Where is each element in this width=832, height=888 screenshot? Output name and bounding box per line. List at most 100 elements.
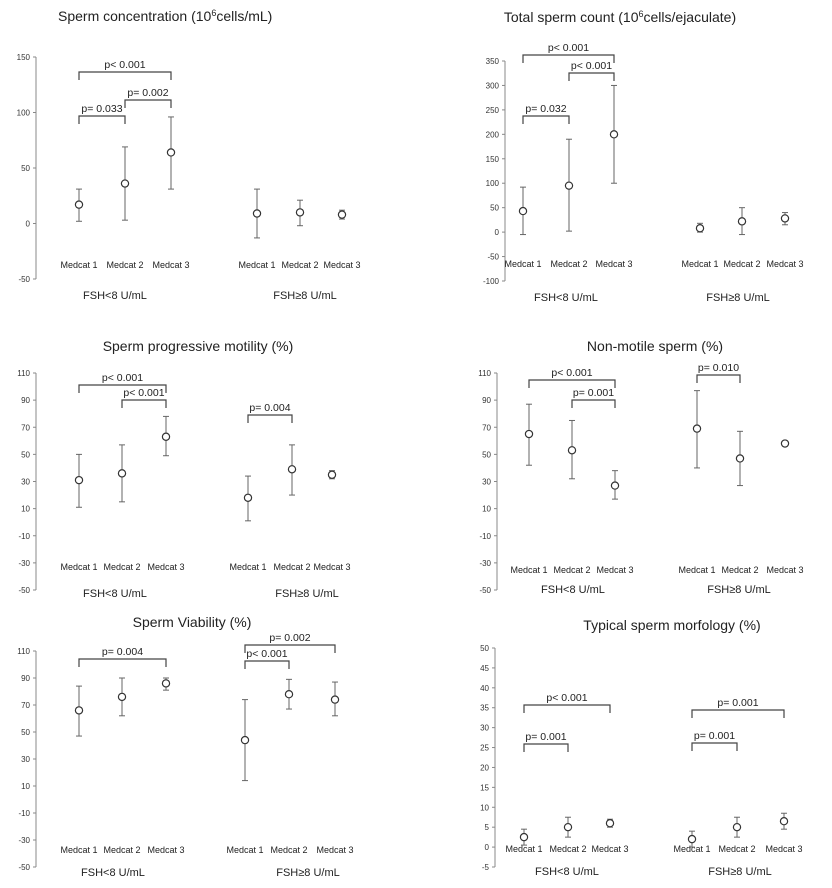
data-point — [295, 208, 305, 217]
p-value-label: p= 0.001 — [525, 731, 566, 743]
y-tick-label: -50 — [18, 586, 30, 595]
chart-title-text: Typical sperm morfology (%) — [583, 617, 760, 633]
chart-title: Total sperm count (106cells/ejaculate) — [504, 9, 736, 25]
category-label: Medcat 3 — [323, 260, 360, 270]
data-point — [518, 206, 528, 216]
y-tick-label: 100 — [17, 109, 31, 118]
y-tick-label: 0 — [495, 228, 500, 237]
data-point — [74, 706, 84, 715]
data-point — [519, 832, 529, 842]
group-label: FSH≥8 U/mL — [273, 290, 337, 302]
chart-title-superscript: 6 — [639, 9, 644, 19]
data-point — [243, 493, 253, 502]
chart-panel-1: Sperm concentration (106cells/mL) -50 0 50 1… — [17, 8, 361, 302]
group-label: FSH<8 U/mL — [534, 292, 598, 304]
category-label: Medcat 3 — [147, 845, 184, 855]
significance-bracket — [523, 743, 569, 752]
data-point — [161, 679, 171, 688]
category-label: Medcat 1 — [229, 562, 266, 572]
chart-title-text: Sperm progressive motility (%) — [103, 338, 294, 354]
significance-bracket — [571, 399, 616, 408]
data-point — [779, 817, 789, 826]
y-tick-label: 200 — [486, 130, 500, 139]
category-label: Medcat 2 — [103, 562, 140, 572]
group-label: FSH<8 U/mL — [81, 867, 145, 879]
category-label: Medcat 2 — [106, 260, 143, 270]
p-value-label: p= 0.001 — [694, 730, 735, 742]
category-label: Medcat 3 — [313, 562, 350, 572]
y-tick-label: -10 — [18, 532, 30, 541]
y-tick-label: 10 — [480, 803, 489, 812]
y-tick-label: -10 — [18, 809, 30, 818]
significance-bracket — [78, 115, 126, 124]
y-tick-label: 50 — [490, 204, 499, 213]
category-label: Medcat 2 — [549, 844, 586, 854]
y-tick-label: 45 — [480, 664, 489, 673]
chart-panel-3: Sperm progressive motility (%) -50 -30 -10 1… — [17, 338, 350, 600]
significance-bracket — [522, 54, 615, 63]
y-tick-label: -30 — [18, 559, 30, 568]
significance-bracket — [121, 399, 167, 408]
p-value-label: p= 0.033 — [81, 103, 122, 115]
p-value-label: p< 0.001 — [571, 60, 612, 72]
group-label: FSH≥8 U/mL — [275, 588, 339, 600]
data-point — [605, 819, 615, 828]
p-value-label: p< 0.001 — [551, 367, 592, 379]
chart-panel-4: Non-motile sperm (%) -50 -30 -10 10 30 50 70 90 1… — [478, 338, 803, 596]
p-value-label: p< 0.001 — [123, 387, 164, 399]
data-point — [117, 469, 127, 478]
y-tick-label: 100 — [486, 179, 500, 188]
data-point — [737, 217, 747, 226]
y-tick-label: 70 — [482, 423, 491, 432]
y-tick-label: 0 — [485, 843, 490, 852]
data-point — [567, 446, 577, 455]
significance-bracket — [691, 709, 785, 718]
data-point — [732, 822, 742, 832]
significance-bracket — [523, 704, 611, 713]
group-label: FSH<8 U/mL — [535, 866, 599, 878]
y-tick-label: 50 — [21, 728, 30, 737]
data-point — [735, 454, 745, 463]
category-label: Medcat 1 — [510, 565, 547, 575]
chart-title: Typical sperm morfology (%) — [583, 617, 760, 633]
y-tick-label: 50 — [482, 450, 491, 459]
category-label: Medcat 2 — [721, 565, 758, 575]
p-value-label: p= 0.002 — [269, 632, 310, 644]
y-tick-label: -50 — [18, 275, 30, 284]
p-value-label: p= 0.010 — [698, 362, 739, 374]
chart-title: Sperm progressive motility (%) — [103, 338, 294, 354]
data-point — [692, 424, 702, 433]
p-value-label: p= 0.004 — [249, 402, 290, 414]
y-tick-label: 25 — [480, 744, 489, 753]
y-tick-label: -10 — [479, 532, 491, 541]
y-tick-label: 35 — [480, 704, 489, 713]
data-point — [74, 475, 84, 485]
y-tick-label: -5 — [482, 863, 490, 872]
chart-panel-2: Total sperm count (106cells/ejaculate) -1… — [483, 9, 804, 304]
category-label: Medcat 3 — [591, 844, 628, 854]
y-tick-label: -30 — [18, 836, 30, 845]
data-point — [327, 470, 337, 479]
category-label: Medcat 2 — [103, 845, 140, 855]
y-tick-label: 0 — [26, 220, 31, 229]
group-label: FSH≥8 U/mL — [276, 867, 340, 879]
data-point — [609, 130, 619, 139]
category-label: Medcat 3 — [595, 259, 632, 269]
y-tick-label: 70 — [21, 423, 30, 432]
y-tick-label: 50 — [21, 450, 30, 459]
chart-panel-5: Sperm Viability (%) -50 -30 -10 10 30 50 70 90 11… — [17, 614, 353, 879]
data-point — [284, 690, 294, 699]
significance-bracket — [522, 115, 570, 124]
y-tick-label: 350 — [486, 57, 500, 66]
group-label: FSH≥8 U/mL — [708, 866, 772, 878]
y-tick-label: -50 — [18, 863, 30, 872]
data-point — [564, 181, 574, 190]
category-label: Medcat 3 — [147, 562, 184, 572]
y-tick-label: 110 — [17, 647, 30, 656]
y-tick-label: 30 — [480, 724, 489, 733]
y-tick-label: 10 — [21, 505, 30, 514]
p-value-label: p< 0.001 — [546, 692, 587, 704]
y-tick-label: 50 — [21, 164, 30, 173]
data-point — [252, 209, 262, 218]
significance-bracket — [78, 384, 167, 393]
